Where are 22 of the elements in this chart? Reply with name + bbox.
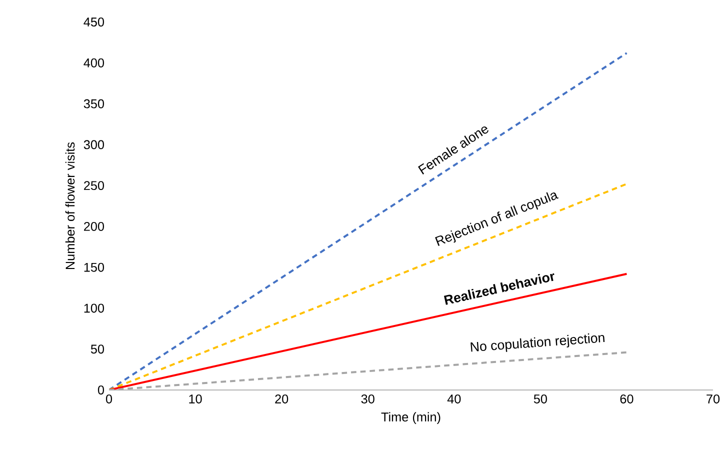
x-tick-label: 50 [534,394,547,404]
text: Realized behavior [444,273,554,305]
x-tick-label: 0 [106,394,112,404]
y-tick-label: 150 [84,262,104,272]
y-tick-label: 50 [90,344,104,354]
x-tick-label: 70 [706,394,720,404]
y-axis-title: Number of flower visits [65,142,75,270]
series-label: No copulation rejection [470,333,605,352]
y-tick-label: 400 [84,58,104,68]
x-tick-label: 40 [447,394,461,404]
y-tick-label: 200 [84,222,104,231]
x-tick-label: 20 [275,394,288,404]
x-tick-label: 10 [189,394,202,404]
y-tick-label: 350 [84,99,104,108]
y-tick-label: 100 [84,304,104,313]
x-tick-label: 60 [620,394,634,404]
x-tick-label: 30 [361,394,374,404]
y-tick-label: 0 [98,386,104,394]
x-axis-title: Time (min) [381,412,440,424]
y-tick-label: 250 [84,181,104,190]
y-tick-label: 450 [84,18,104,26]
y-tick-label: 300 [84,140,104,150]
